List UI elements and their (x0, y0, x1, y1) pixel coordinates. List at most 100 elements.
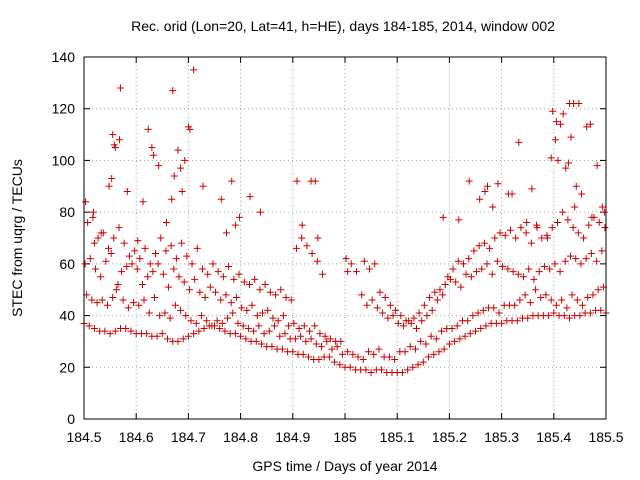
data-point (238, 304, 246, 312)
data-point (557, 120, 565, 128)
data-point (498, 319, 506, 327)
data-point (298, 234, 306, 242)
data-point (323, 337, 331, 345)
data-point (255, 322, 263, 330)
data-point (407, 319, 415, 327)
data-point (551, 260, 559, 268)
data-point (109, 131, 117, 139)
data-point (281, 330, 289, 338)
chart-title: Rec. orid (Lon=20, Lat=41, h=HE), days 1… (131, 18, 555, 34)
data-point (344, 348, 352, 356)
data-point (484, 182, 492, 190)
data-point (431, 288, 439, 296)
data-point (342, 255, 350, 263)
data-point (291, 335, 299, 343)
data-point (585, 221, 593, 229)
data-point (597, 306, 605, 314)
data-point (175, 273, 183, 281)
data-point (311, 322, 319, 330)
data-point (300, 322, 308, 330)
data-point (576, 312, 584, 320)
data-point (184, 123, 192, 131)
data-point (448, 325, 456, 332)
data-point (190, 66, 198, 74)
data-point (370, 350, 378, 358)
y-tick-label: 140 (52, 49, 76, 65)
data-point (177, 164, 185, 172)
data-point (506, 226, 514, 234)
data-point (523, 218, 531, 226)
data-point (242, 335, 250, 343)
data-point (433, 296, 441, 304)
data-point (432, 335, 440, 343)
data-point (422, 340, 430, 348)
data-point (397, 312, 405, 320)
data-point (586, 309, 594, 317)
data-point (494, 180, 502, 188)
data-point (229, 309, 237, 317)
data-point (398, 368, 406, 376)
data-point (601, 224, 609, 232)
data-point (131, 247, 139, 255)
data-point (159, 270, 167, 278)
data-point (489, 203, 497, 211)
data-point (204, 270, 212, 278)
data-point (366, 265, 374, 273)
data-point (363, 301, 371, 309)
y-tick-label: 20 (59, 359, 75, 375)
data-point (401, 348, 409, 356)
data-point (461, 332, 469, 340)
data-point (544, 234, 552, 242)
data-point (474, 309, 482, 317)
data-point (550, 309, 558, 317)
data-point (436, 286, 444, 294)
data-point (201, 293, 209, 301)
data-point (193, 244, 201, 252)
data-point (587, 250, 595, 258)
data-point (572, 255, 580, 263)
data-point (172, 255, 180, 263)
data-point (499, 262, 507, 270)
data-point (546, 265, 554, 273)
data-point (456, 335, 464, 343)
data-point (574, 229, 582, 237)
data-point (598, 203, 606, 211)
data-point (199, 182, 207, 190)
data-point (472, 327, 479, 335)
data-point (181, 156, 189, 164)
data-point (466, 330, 474, 338)
data-point (379, 309, 387, 317)
data-point (248, 301, 256, 309)
data-point (105, 182, 113, 190)
data-point (568, 291, 576, 299)
data-point (552, 301, 560, 309)
data-point (216, 325, 224, 332)
data-point (162, 218, 170, 226)
data-point (414, 361, 422, 369)
data-point (118, 268, 126, 276)
data-point (217, 296, 225, 304)
data-point (490, 304, 498, 312)
data-point (227, 299, 235, 307)
y-axis-ticks: 0 20 40 60 80 100 120 140 (52, 49, 606, 427)
x-tick-label: 185.1 (380, 429, 415, 445)
data-point (384, 314, 392, 322)
data-point (161, 309, 169, 317)
data-point (119, 296, 127, 304)
data-point (410, 314, 418, 322)
data-point (304, 353, 312, 361)
x-tick-label: 184.5 (66, 429, 101, 445)
data-point (381, 293, 389, 301)
data-point (140, 296, 148, 304)
data-point (195, 327, 203, 335)
data-point (444, 273, 452, 281)
data-point (426, 293, 434, 301)
data-point (520, 273, 528, 281)
data-point (564, 159, 572, 167)
data-point (411, 345, 419, 353)
data-point (206, 283, 214, 291)
data-point (469, 312, 477, 320)
data-point (250, 327, 258, 335)
data-point (302, 337, 310, 345)
